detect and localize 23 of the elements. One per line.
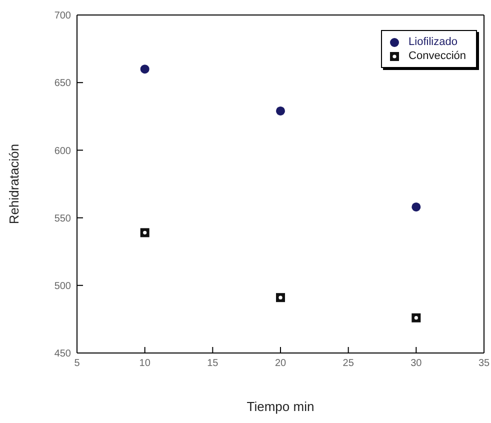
- x-tick-label: 20: [274, 358, 286, 370]
- x-tick-label: 5: [74, 358, 80, 370]
- y-tick-label: 450: [54, 348, 72, 360]
- point: [412, 202, 421, 212]
- x-tick-label: 15: [207, 358, 219, 370]
- legend-label: Convección: [408, 49, 466, 63]
- y-tick-label: 600: [54, 146, 72, 157]
- x-tick-label: 25: [342, 358, 354, 370]
- x-tick-label: 35: [478, 358, 490, 370]
- point: [140, 64, 150, 74]
- point: [140, 228, 150, 238]
- legend-label: Liofilizado: [408, 35, 458, 49]
- y-tick-label: 700: [54, 10, 72, 22]
- point: [412, 313, 421, 322]
- x-tick-label: 30: [410, 358, 422, 370]
- y-tick-label: 550: [54, 213, 72, 224]
- x-tick-label: 10: [139, 358, 151, 370]
- x-axis-title: Tiempo min: [246, 399, 314, 414]
- y-tick-label: 500: [54, 280, 72, 292]
- point: [276, 293, 285, 302]
- point: [276, 106, 285, 116]
- y-axis-title: Rehidratación: [6, 144, 22, 224]
- y-tick-label: 650: [54, 78, 72, 90]
